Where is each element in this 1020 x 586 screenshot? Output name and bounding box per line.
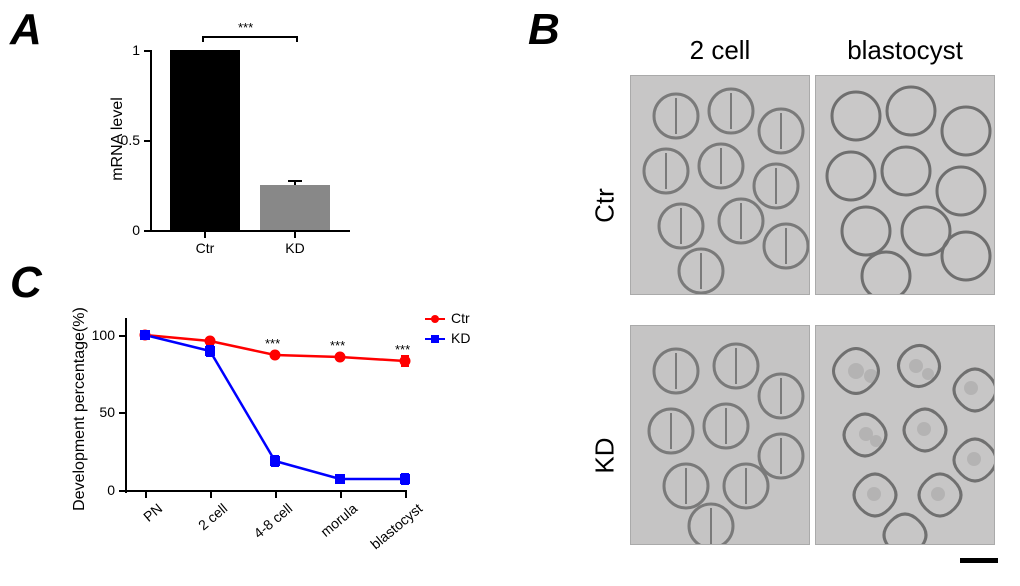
b-col-blast: blastocyst (815, 35, 995, 66)
a-yaxis (150, 50, 152, 232)
b-img-kd-blast (815, 325, 995, 545)
b-row-ctr: Ctr (590, 176, 621, 236)
a-sig-tick1 (202, 36, 204, 42)
c-legend-kd: KD (425, 330, 470, 346)
a-ytick-0 (144, 230, 150, 232)
c-legend-ctr: Ctr (425, 310, 470, 326)
c-sig-3: *** (265, 336, 280, 351)
a-xtick-ctr (204, 232, 206, 238)
panel-b-grid: 2 cell blastocyst Ctr KD (560, 30, 1010, 570)
b-img-kd-2cell (630, 325, 810, 545)
panel-a-barchart: 0 0.5 1 mRNA level Ctr KD *** (90, 30, 370, 270)
b-img-ctr-2cell (630, 75, 810, 295)
a-bar-ctr (170, 50, 240, 230)
a-xtick-kd (294, 232, 296, 238)
c-legend-kd-label: KD (451, 330, 470, 346)
a-ytick-2 (144, 50, 150, 52)
a-ylabel: mRNA level (109, 79, 127, 199)
panel-c-label: C (10, 258, 42, 308)
a-sig-bar (202, 36, 298, 38)
b-img-ctr-blast (815, 75, 995, 295)
c-sig-4: *** (330, 338, 345, 353)
panel-a-label: A (10, 5, 42, 55)
panel-b-label: B (528, 5, 560, 55)
a-ytick-1 (144, 140, 150, 142)
a-yticklabel-0: 0 (114, 222, 140, 238)
a-xticklabel-ctr: Ctr (185, 240, 225, 256)
panel-c-linechart: 0 50 100 Development percentage(%) PN 2 … (55, 300, 495, 570)
b-scalebar (960, 558, 998, 563)
b-col-2cell: 2 cell (630, 35, 810, 66)
a-xticklabel-kd: KD (275, 240, 315, 256)
a-yticklabel-2: 1 (114, 42, 140, 58)
b-row-kd: KD (590, 426, 621, 486)
a-bar-kd (260, 185, 330, 230)
a-sig-label: *** (238, 20, 253, 35)
c-legend-ctr-label: Ctr (451, 310, 470, 326)
a-xaxis (150, 230, 350, 232)
c-sig-5: *** (395, 342, 410, 357)
a-sig-tick2 (296, 36, 298, 42)
a-kd-err-cap (288, 180, 302, 182)
